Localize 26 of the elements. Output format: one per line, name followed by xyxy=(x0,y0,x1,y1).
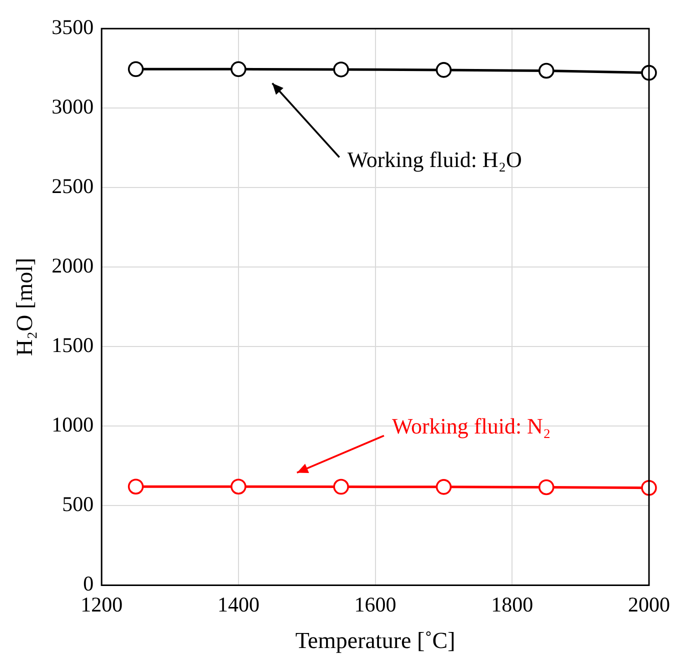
point xyxy=(436,479,452,495)
point xyxy=(230,478,246,495)
y-tick-label: 2000 xyxy=(52,254,94,278)
annotation: Working fluid: H₂O xyxy=(347,147,522,172)
point xyxy=(128,478,144,495)
y-tick-label: 2500 xyxy=(52,174,94,198)
point xyxy=(538,62,554,79)
x-tick-label: 2000 xyxy=(628,592,670,616)
y-tick-label: 1500 xyxy=(52,333,94,358)
annotation: Working fluid: N₂ xyxy=(392,413,551,438)
point xyxy=(333,62,349,78)
y-tick-label: 1000 xyxy=(52,412,94,437)
point xyxy=(333,478,349,495)
x-axis-title: Temperature [˚C] xyxy=(295,628,456,654)
y-tick-label: 3000 xyxy=(52,94,94,119)
point xyxy=(436,62,452,78)
point xyxy=(538,479,554,496)
y-tick-label: 500 xyxy=(62,492,94,516)
y-tick-label: 3500 xyxy=(52,15,94,40)
x-tick-label: 1600 xyxy=(354,592,396,616)
point xyxy=(128,61,144,78)
point xyxy=(641,480,657,496)
x-tick-label: 1800 xyxy=(491,592,534,616)
y-axis-title: H₂O [mol] xyxy=(12,258,37,356)
point xyxy=(230,61,246,78)
x-tick-label: 1400 xyxy=(217,592,260,616)
